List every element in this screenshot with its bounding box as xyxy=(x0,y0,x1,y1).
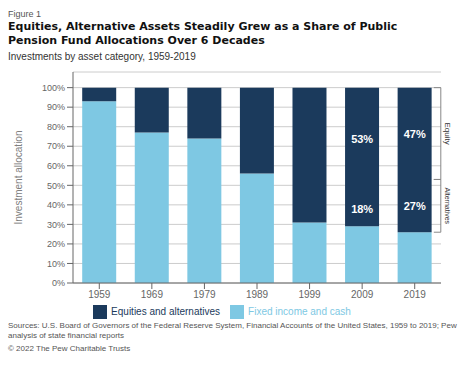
svg-text:90%: 90% xyxy=(47,102,65,112)
svg-text:27%: 27% xyxy=(404,200,426,212)
svg-text:1979: 1979 xyxy=(193,289,216,300)
svg-text:Investment allocation: Investment allocation xyxy=(13,131,24,225)
svg-text:53%: 53% xyxy=(351,133,373,145)
svg-text:70%: 70% xyxy=(47,141,65,151)
html-text:Investments by asset category,: Investments by asset category, 1959-2019 xyxy=(8,51,196,62)
svg-text:20%: 20% xyxy=(47,239,65,249)
svg-text:100%: 100% xyxy=(42,83,65,93)
svg-text:Equity: Equity xyxy=(443,122,452,144)
svg-text:2009: 2009 xyxy=(351,289,374,300)
svg-text:1999: 1999 xyxy=(298,289,321,300)
svg-text:1989: 1989 xyxy=(246,289,269,300)
svg-text:18%: 18% xyxy=(351,203,373,215)
svg-text:30%: 30% xyxy=(47,220,65,230)
svg-text:80%: 80% xyxy=(47,122,65,132)
svg-text:60%: 60% xyxy=(47,161,65,171)
svg-text:1959: 1959 xyxy=(88,289,111,300)
html-text:Pension Fund Allocations Over: Pension Fund Allocations Over 6 Decades xyxy=(8,34,265,47)
svg-text:10%: 10% xyxy=(47,259,65,269)
svg-text:2019: 2019 xyxy=(404,289,427,300)
svg-text:50%: 50% xyxy=(47,181,65,191)
svg-text:Alternatives: Alternatives xyxy=(444,188,451,225)
html-text:Equities, Alternative Assets S: Equities, Alternative Assets Steadily Gr… xyxy=(8,20,398,33)
html-text:Figure 1: Figure 1 xyxy=(8,9,41,19)
html-text:Fixed income and cash: Fixed income and cash xyxy=(248,305,351,317)
html-text:Equities and alternatives: Equities and alternatives xyxy=(111,305,221,317)
html-text:Sources: U.S. Board of Governo: Sources: U.S. Board of Governors of the … xyxy=(8,321,457,340)
html-text:© 2022 The Pew Charitable Trus: © 2022 The Pew Charitable Trusts xyxy=(8,344,131,353)
svg-text:1969: 1969 xyxy=(141,289,164,300)
svg-text:0%: 0% xyxy=(52,278,65,288)
svg-text:47%: 47% xyxy=(404,128,426,140)
svg-text:40%: 40% xyxy=(47,200,65,210)
